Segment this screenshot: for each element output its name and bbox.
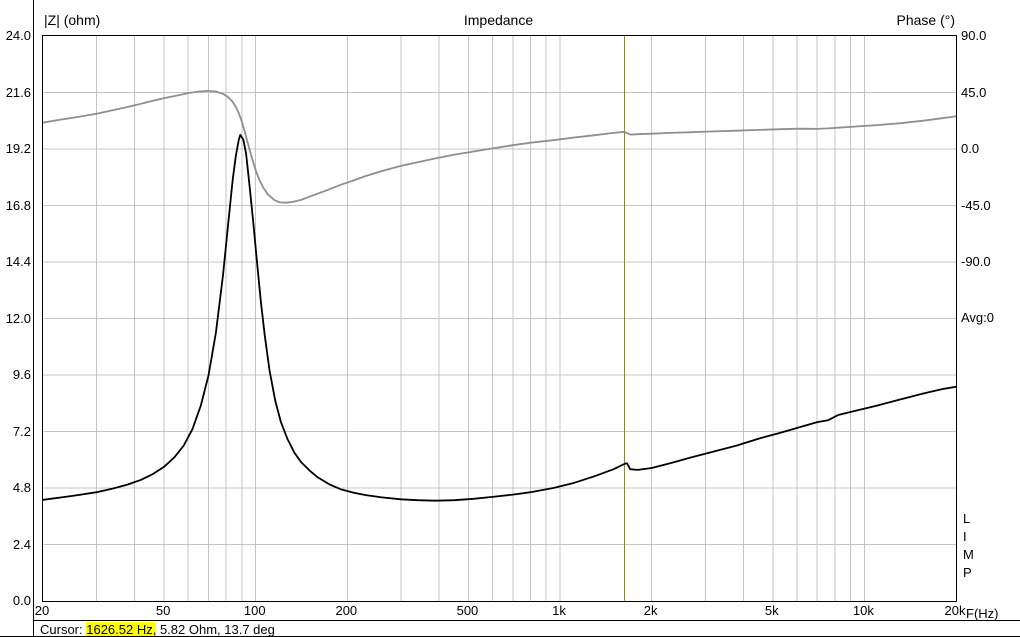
chart-title: Impedance	[463, 12, 534, 28]
limp-letter: L	[963, 511, 971, 526]
averaging-counter: Avg:0	[961, 310, 995, 325]
y-left-tick-label: 16.8	[5, 197, 31, 213]
y-left-tick-label: 21.6	[5, 84, 31, 100]
x-tick-label: 5k	[764, 603, 779, 618]
cursor-readout-values: 5.82 Ohm, 13.7 deg	[156, 622, 275, 637]
grid-lines	[43, 36, 956, 601]
y-left-tick-label: 14.4	[5, 254, 31, 269]
x-tick-label: 20k	[944, 603, 966, 618]
y-left-tick-label: 12.0	[5, 310, 31, 326]
cursor-frequency-highlight: 1626.52 Hz,	[86, 622, 157, 637]
x-axis-ticks: 20 50 100 200 500 1k 2k 5k 10k 20k	[35, 603, 966, 619]
status-bar: Cursor: 1626.52 Hz, 5.82 Ohm, 13.7 deg	[40, 622, 275, 637]
frequency-axis-label: F(Hz)	[966, 606, 999, 621]
chart-canvas	[43, 36, 956, 601]
limp-letter: M	[963, 547, 974, 562]
y-right-tick-label: -90.0	[961, 254, 991, 269]
y-right-tick-label: 90.0	[961, 28, 987, 43]
y-left-tick-label: 19.2	[5, 141, 31, 156]
y-left-tick-label: 0.0	[12, 593, 31, 608]
x-tick-label: 50	[155, 603, 171, 618]
y-left-tick-label: 9.6	[12, 367, 31, 382]
right-axis-title: Phase (°)	[896, 12, 955, 28]
y-right-tick-label: -45.0	[961, 197, 991, 213]
x-tick-label: 200	[335, 603, 358, 618]
x-tick-label: 10k	[852, 603, 874, 618]
y-left-tick-label: 24.0	[5, 28, 31, 43]
left-axis-ticks: 24.0 21.6 19.2 16.8 14.4 12.0 9.6 7.2 4.8 2.4 0.0	[0, 28, 31, 608]
x-tick-label: 500	[456, 603, 479, 618]
limp-letter: P	[963, 565, 972, 580]
x-tick-label: 2k	[643, 603, 658, 618]
y-right-tick-label: 0.0	[961, 141, 980, 156]
y-left-tick-label: 7.2	[12, 423, 31, 439]
x-tick-label: 100	[243, 603, 266, 618]
limp-letter: I	[963, 529, 967, 544]
x-tick-label: 20	[34, 603, 50, 618]
cursor-readout-prefix: Cursor:	[40, 622, 87, 637]
phase-deg-curve	[43, 90, 956, 204]
x-tick-label: 1k	[552, 603, 566, 618]
impedance-ohm-curve	[43, 134, 956, 502]
right-axis-ticks: 90.0 45.0 0.0 -45.0 -90.0	[961, 28, 1019, 600]
y-right-tick-label: 45.0	[961, 84, 987, 100]
impedance-plot-area[interactable]	[42, 35, 957, 602]
window-left-border	[33, 0, 34, 636]
left-axis-title: |Z| (ohm)	[44, 12, 101, 28]
y-left-tick-label: 2.4	[12, 536, 31, 552]
statusbar-separator	[33, 620, 1020, 621]
y-left-tick-label: 4.8	[12, 480, 31, 495]
